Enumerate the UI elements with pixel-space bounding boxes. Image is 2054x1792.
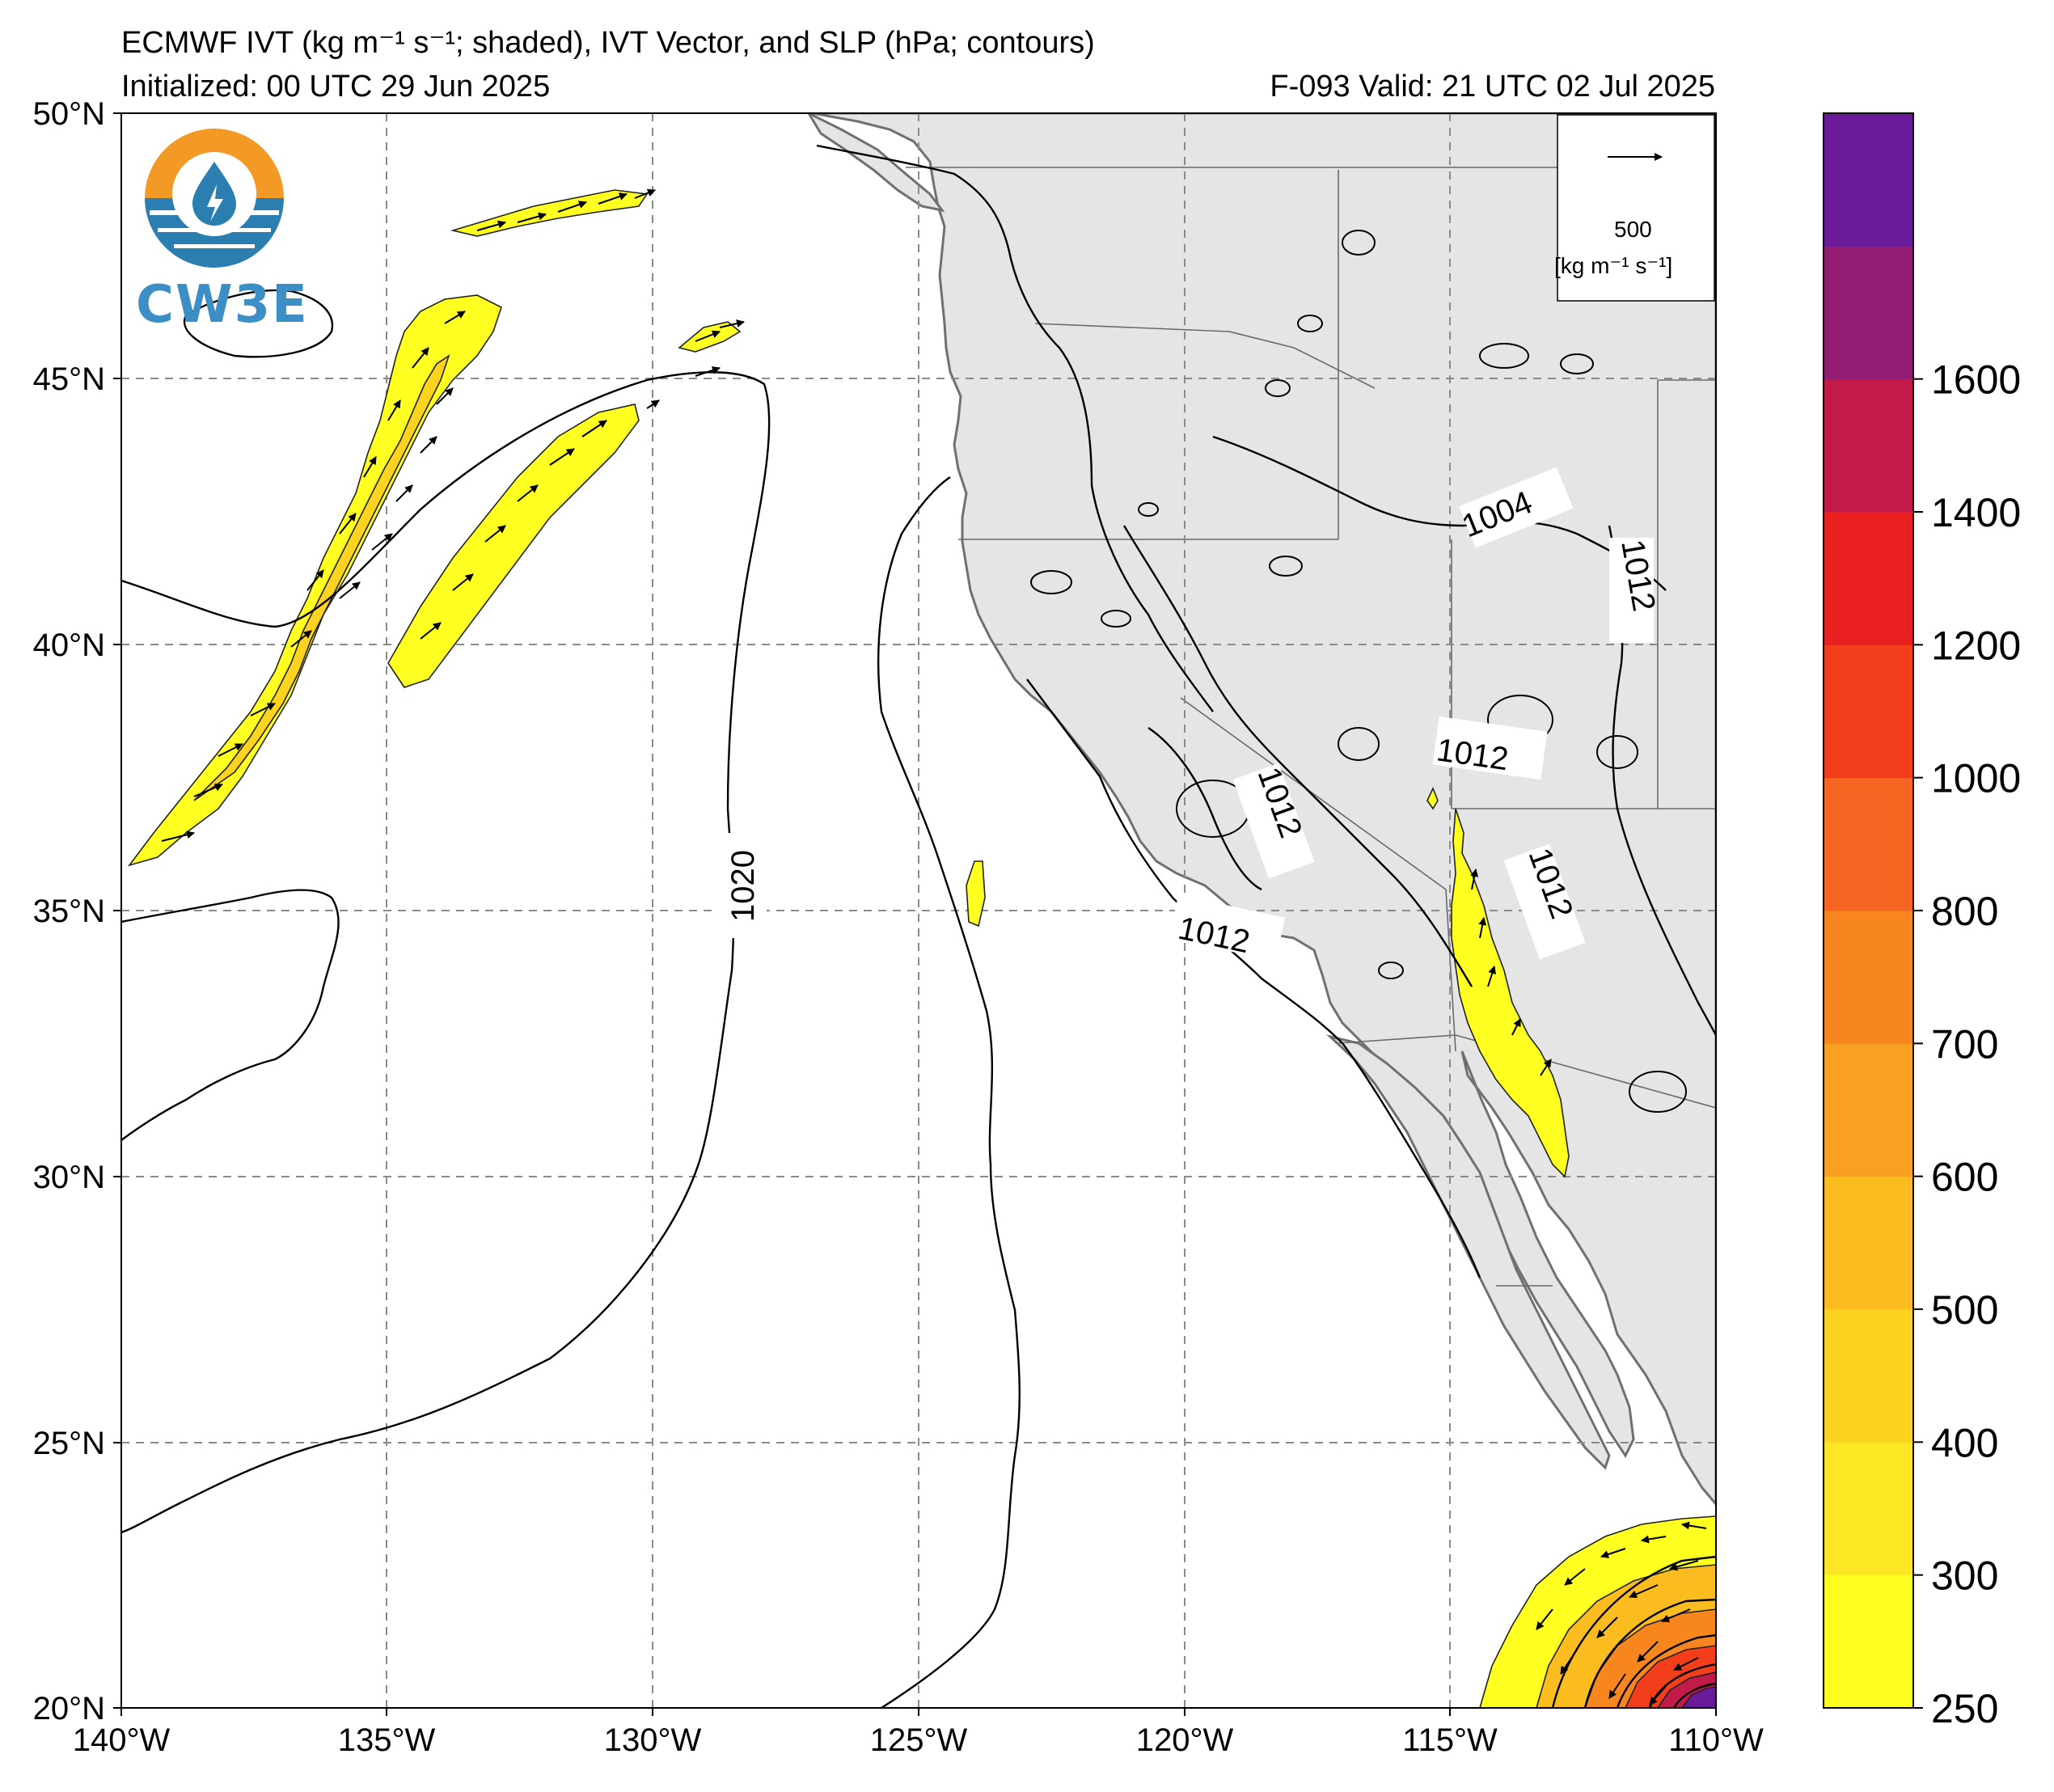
lat-tick-label: 40°N (33, 628, 105, 663)
lon-tick-label: 135°W (338, 1722, 436, 1758)
slp-1012-coast (1026, 678, 1481, 1278)
slp-1020-contour (121, 371, 771, 1534)
slp-contour-1016-offshore (877, 476, 1021, 1708)
colorbar-segment (1824, 1176, 1913, 1310)
slp-small-contours (1030, 230, 1687, 1113)
lat-axis: 50°N 45°N 40°N 35°N 30°N 25°N 20°N (33, 96, 121, 1726)
ivt-streak-small (678, 321, 742, 353)
logo-text: CW3E (136, 275, 309, 335)
slp-contour-basin (1147, 727, 1262, 891)
vector-key-units: [kg m⁻¹ s⁻¹] (1554, 253, 1672, 278)
ivt-plume-northwest-core (193, 354, 450, 801)
colorbar-segment (1824, 1574, 1913, 1709)
lon-tick-label: 110°W (1668, 1722, 1764, 1758)
lon-tick-label: 115°W (1402, 1722, 1498, 1758)
ivt-plume-northwest-2 (387, 404, 640, 688)
lon-tick-label: 125°W (870, 1722, 968, 1758)
vancouver-island (807, 113, 945, 213)
political-boundaries (906, 167, 1716, 1287)
slp-1020-closed-ocean (121, 889, 340, 1141)
colorbar-segment (1824, 1442, 1913, 1576)
map-title: ECMWF IVT (kg m⁻¹ s⁻¹; shaded), IVT Vect… (121, 26, 1095, 60)
initialized-time: Initialized: 00 UTC 29 Jun 2025 (121, 70, 551, 104)
slp-contour-north (816, 144, 1214, 712)
colorbar-segment (1824, 645, 1913, 779)
slp-1004-contour (1212, 435, 1667, 591)
colorbar-segment (1824, 1043, 1913, 1177)
lat-tick-label: 20°N (33, 1691, 105, 1726)
baja-california (1325, 1034, 1611, 1470)
colorbar-tick-label: 1400 (1931, 490, 2021, 535)
vector-key: 500 [kg m⁻¹ s⁻¹] (1554, 114, 1715, 302)
colorbar-tick-label: 250 (1931, 1686, 1998, 1731)
ivt-vectors (161, 188, 1707, 1705)
cw3e-logo: CW3E (136, 129, 309, 335)
slp-contour-nw-closed (183, 289, 334, 358)
colorbar-tick-label: 300 (1931, 1553, 1998, 1599)
colorbar-segment (1824, 378, 1913, 513)
colorbar-segment (1824, 113, 1913, 247)
valid-time: F-093 Valid: 21 UTC 02 Jul 2025 (1270, 70, 1715, 104)
colorbar-segment (1824, 512, 1913, 645)
colorbar-tick-label: 800 (1931, 889, 1998, 934)
ivt-blob-offshore (966, 860, 986, 928)
colorbar-tick-label: 600 (1931, 1155, 1998, 1200)
ivt-colorbar: 250 300 400 500 600 700 800 1000 1200 1400 1600 (1823, 112, 2021, 1731)
colorbar-tick-label: 1600 (1931, 357, 2021, 403)
lat-tick-label: 50°N (33, 96, 105, 132)
colorbar-tick-label: 400 (1931, 1420, 1998, 1465)
ivt-hurricane-core (1681, 1686, 1716, 1708)
lat-tick-label: 30°N (33, 1160, 105, 1195)
colorbar-tick-label: 1000 (1931, 756, 2021, 801)
slp-label-1020: 1020 (725, 850, 761, 922)
lat-tick-label: 45°N (33, 361, 105, 397)
lon-axis: 140°W 135°W 130°W 125°W 120°W 115°W 110°… (73, 1708, 1764, 1758)
colorbar-segment (1824, 1309, 1913, 1443)
lat-tick-label: 25°N (33, 1426, 105, 1461)
slp-1012-inland (1122, 525, 1473, 987)
colorbar-tick-label: 1200 (1931, 623, 2021, 668)
lon-tick-label: 120°W (1136, 1722, 1234, 1758)
lon-tick-label: 130°W (604, 1722, 702, 1758)
logo-bolt-icon (207, 184, 223, 222)
colorbar-tick-label: 500 (1931, 1287, 1998, 1333)
colorbar-segment (1824, 246, 1913, 380)
lon-tick-label: 140°W (73, 1722, 171, 1758)
colorbar-tick-label: 700 (1931, 1021, 1998, 1067)
ivt-blob-inland (1426, 786, 1439, 810)
vector-key-value: 500 (1614, 217, 1652, 242)
lat-tick-label: 35°N (33, 894, 105, 929)
colorbar-segment (1824, 911, 1913, 1044)
colorbar-segment (1824, 777, 1913, 911)
